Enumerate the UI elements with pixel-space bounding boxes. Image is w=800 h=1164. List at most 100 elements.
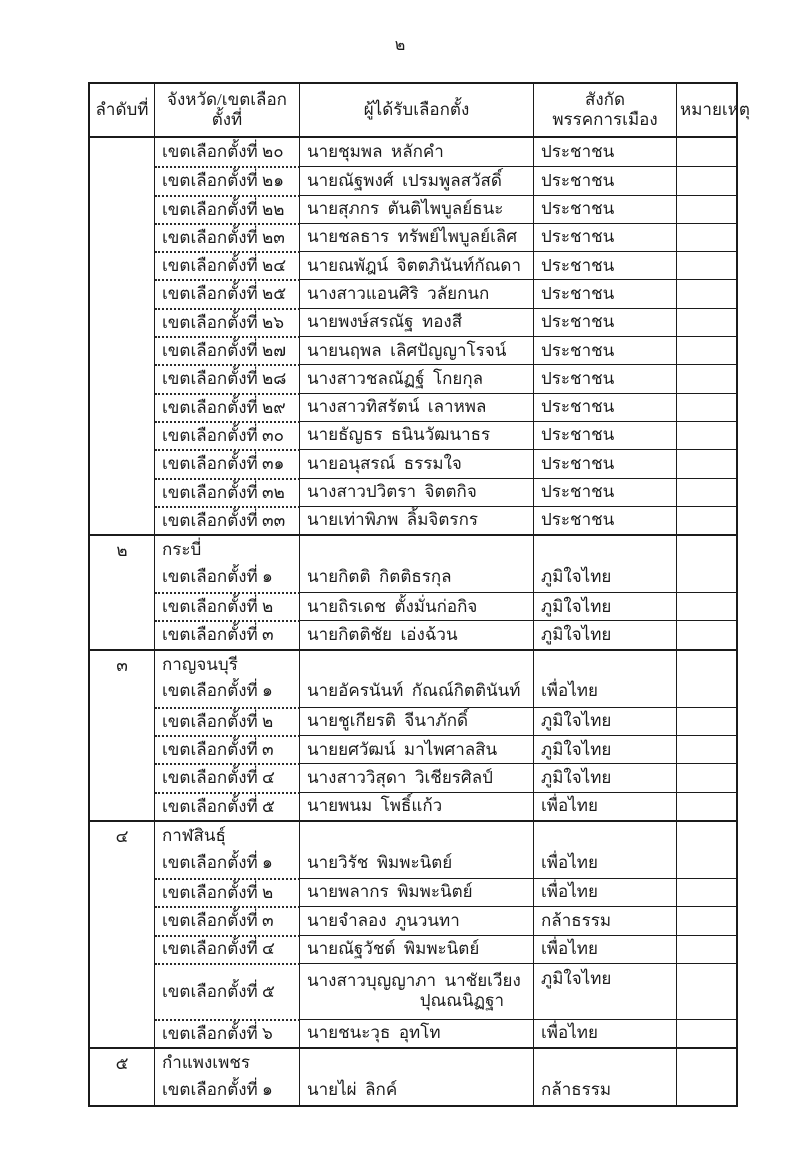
seq-cell: ๒ [90,536,155,649]
district-cell: เขตเลือกตั้งที่ ๒๗ [155,336,300,365]
district-cell: เขตเลือกตั้งที่ ๒๕ [155,279,300,308]
note-cell [677,364,736,392]
winner-cell: นายชนะวุธ อุทโท [300,1018,534,1048]
province-group: ๔กาฬสินธุ์ เขตเลือกตั้งที่ ๑นายวิรัช พิมพ… [90,819,736,1048]
party-label: ประชาชน [541,340,615,360]
note-cell [677,420,736,449]
party-label: ภูมิใจไทย [541,596,612,616]
note-cell [677,651,736,707]
header-party: สังกัดพรรคการเมือง [534,84,677,136]
party-cell: ประชาชน [534,138,677,167]
party-cell: ประชาชน [534,336,677,365]
party-cell: ประชาชน [534,364,677,393]
district-cell: เขตเลือกตั้งที่ ๖ [155,1018,300,1048]
winner-cell: นายณัฐวัชต์ พิมพะนิตย์ [300,934,534,963]
district-label: เขตเลือกตั้งที่ ๑ [162,852,273,872]
winner-cell: นายถิรเดช ตั้งมั่นก่อกิจ [300,592,534,621]
seq-cell: ๔ [90,821,155,1048]
party-label: ประชาชน [541,141,615,161]
district-cell: เขตเลือกตั้งที่ ๒๙ [155,392,300,421]
winner-cell: นายวิรัช พิมพะนิตย์ [300,821,534,878]
district-cell: เขตเลือกตั้งที่ ๒๒ [155,194,300,223]
seq-cell: ๕ [90,1049,155,1106]
party-label: กล้าธรรม [541,910,612,930]
party-cell: เพื่อไทย [534,650,677,707]
results-table: ลำดับที่ จังหวัด/เขตเลือกตั้งที่ ผู้ได้ร… [88,82,750,1108]
winner-cell: นายนฤพล เลิศปัญญาโรจน์ [300,336,534,365]
district-cell: กำแพงเพชร เขตเลือกตั้งที่ ๑ [155,1049,300,1106]
party-cell: ประชาชน [534,392,677,421]
district-label: เขตเลือกตั้งที่ ๑ [162,566,273,586]
district-cell: เขตเลือกตั้งที่ ๔ [155,763,300,792]
district-cell: เขตเลือกตั้งที่ ๒ [155,706,300,736]
winner-cell: นายพนม โพธิ์แก้ว [300,791,534,820]
party-label: ประชาชน [541,199,615,219]
district-cell: เขตเลือกตั้งที่ ๒๔ [155,251,300,280]
party-cell: ประชาชน [534,307,677,337]
party-label: ประชาชน [541,368,615,388]
party-label: ประชาชน [541,227,615,247]
winner-cell: นายกิตติชัย เอ่งฉ้วน [300,620,534,649]
party-cell: ภูมิใจไทย [534,592,677,621]
results-table-body: เขตเลือกตั้งที่ ๒๐ นายชุมพล หลักคำ ประชาชน… [90,138,736,1106]
note-cell [677,477,736,506]
party-label: เพื่อไทย [541,681,598,701]
party-cell: ภูมิใจไทย [534,763,677,792]
district-cell: เขตเลือกตั้งที่ ๒๓ [155,222,300,252]
province-group: ๕กำแพงเพชร เขตเลือกตั้งที่ ๑นายไผ่ ลิกค์ก… [90,1047,736,1106]
table-header-row: ลำดับที่ จังหวัด/เขตเลือกตั้งที่ ผู้ได้ร… [90,84,750,138]
district-cell: เขตเลือกตั้งที่ ๕ [155,791,300,820]
district-cell: เขตเลือกตั้งที่ ๒๑ [155,166,300,195]
party-label: ประชาชน [541,312,615,332]
party-label: เพื่อไทย [541,882,598,902]
district-label: เขตเลือกตั้งที่ ๑ [162,1079,273,1099]
district-cell: เขตเลือกตั้งที่ ๓๓ [155,505,300,535]
winner-cell: นายสุภกร ตันติไพบูลย์ธนะ [300,194,534,223]
party-label: เพื่อไทย [541,1023,598,1043]
party-cell: เพื่อไทย [534,791,677,820]
party-label: ภูมิใจไทย [541,968,612,988]
district-cell: กาญจนบุรี เขตเลือกตั้งที่ ๑ [155,650,300,707]
party-cell: ประชาชน [534,449,677,478]
district-cell: เขตเลือกตั้งที่ ๓๑ [155,449,300,478]
district-cell: เขตเลือกตั้งที่ ๓ [155,906,300,935]
district-cell: เขตเลือกตั้งที่ ๒ [155,877,300,907]
party-cell: ภูมิใจไทย [534,536,677,593]
district-cell: เขตเลือกตั้งที่ ๒๖ [155,307,300,337]
party-label: ภูมิใจไทย [541,624,612,644]
district-cell: กาฬสินธุ์ เขตเลือกตั้งที่ ๑ [155,821,300,878]
district-cell: เขตเลือกตั้งที่ ๒๐ [155,138,300,167]
note-cell [677,735,736,763]
note-cell [677,877,736,906]
party-cell: กล้าธรรม [534,906,677,935]
district-cell: เขตเลือกตั้งที่ ๓๐ [155,420,300,450]
party-label: ภูมิใจไทย [541,767,612,787]
winner-cell: นายกิตติ กิตติธรกุล [300,536,534,593]
note-cell [677,307,736,336]
district-cell: เขตเลือกตั้งที่ ๓ [155,735,300,764]
note-cell [677,822,736,878]
winner-cell: นางสาวแอนศิริ วลัยกนก [300,279,534,308]
party-label: ภูมิใจไทย [541,566,612,586]
note-cell [677,620,736,648]
winner-cell: นายอนุสรณ์ ธรรมใจ [300,449,534,478]
district-cell: เขตเลือกตั้งที่ ๔ [155,934,300,963]
note-cell [677,392,736,421]
district-cell: กระบี่เขตเลือกตั้งที่ ๑ [155,536,300,593]
header-winner: ผู้ได้รับเลือกตั้ง [300,84,534,136]
winner-cell: นายณัฐพงศ์ เปรมพูลสวัสดิ์ [300,166,534,195]
province-group: เขตเลือกตั้งที่ ๒๐ นายชุมพล หลักคำ ประชาชน… [90,138,736,535]
party-cell: ประชาชน [534,166,677,195]
note-cell [677,536,736,592]
note-cell [677,222,736,251]
party-label: เพื่อไทย [541,796,598,816]
party-cell: กล้าธรรม [534,1049,677,1106]
note-cell [677,592,736,620]
party-cell: ภูมิใจไทย [534,620,677,649]
province-label: กระบี่ [162,540,202,560]
winner-cell: นางสาวชลณัฏฐ์ โกยกุล [300,364,534,393]
note-cell [677,791,736,820]
header-note: หมายเหตุ [680,99,750,119]
winner-cell: นางสาวทิสรัตน์ เลาหพล [300,392,534,421]
